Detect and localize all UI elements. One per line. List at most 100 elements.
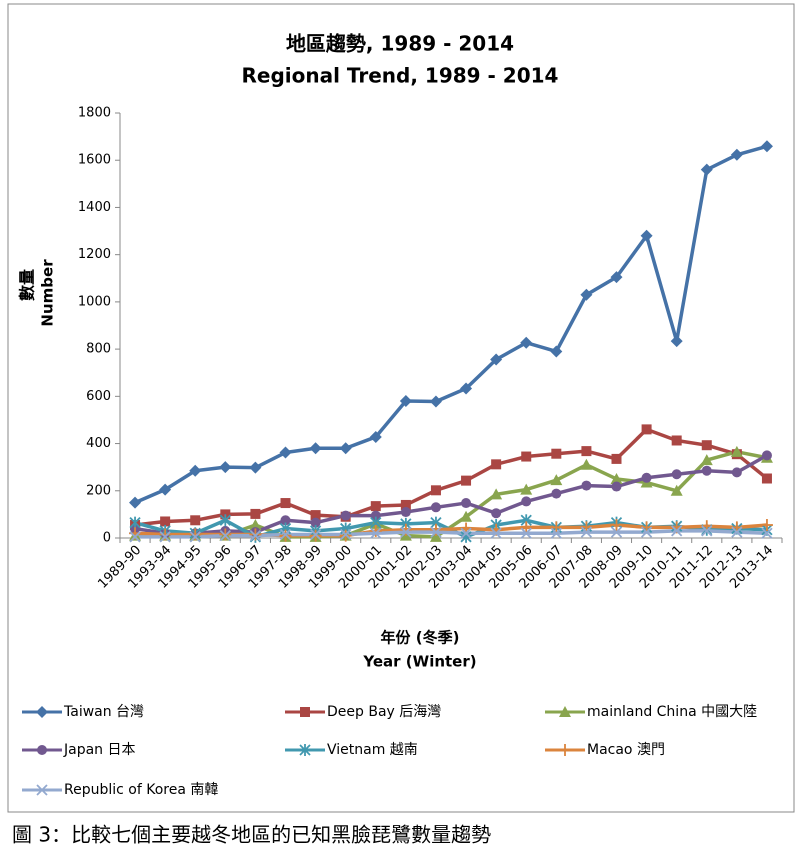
- marker: [701, 525, 713, 537]
- marker-shape: [159, 483, 172, 496]
- marker: [731, 467, 742, 478]
- marker: [219, 514, 231, 527]
- caption: 圖 3：比較七個主要越冬地區的已知黑臉琵鷺數量趨勢: [12, 823, 491, 847]
- marker-shape: [279, 446, 292, 459]
- marker-shape: [429, 395, 442, 408]
- marker: [300, 707, 310, 717]
- marker: [580, 288, 593, 301]
- marker: [520, 336, 533, 349]
- marker-shape: [460, 510, 473, 522]
- marker: [581, 480, 592, 491]
- marker: [491, 508, 502, 519]
- y-tick-label: 1600: [78, 153, 111, 168]
- marker-shape: [190, 515, 201, 526]
- series-line: [134, 144, 768, 505]
- marker-shape: [551, 448, 562, 459]
- marker: [370, 501, 381, 512]
- marker-shape: [550, 345, 563, 358]
- marker: [521, 496, 532, 507]
- marker-shape: [671, 435, 682, 446]
- marker: [399, 523, 412, 536]
- y-tick-label: 1800: [78, 106, 111, 121]
- marker-stroke: [640, 526, 653, 538]
- marker-shape: [520, 336, 533, 349]
- marker-shape: [309, 442, 322, 455]
- legend-label: mainland China 中國大陸: [587, 704, 757, 720]
- marker-shape: [460, 382, 473, 395]
- marker: [129, 496, 142, 509]
- marker-shape: [160, 516, 171, 527]
- marker-shape: [581, 480, 592, 491]
- marker-stroke: [129, 531, 141, 543]
- marker-stroke: [219, 530, 231, 542]
- legend-label: Taiwan 台灣: [63, 704, 144, 720]
- marker-shape: [670, 335, 683, 348]
- marker-stroke: [309, 528, 322, 541]
- marker-shape: [610, 271, 623, 284]
- marker: [611, 453, 622, 464]
- marker: [491, 459, 502, 470]
- marker: [460, 510, 473, 522]
- x-axis-title: 年份 (冬季): [381, 629, 460, 647]
- y-tick-label: 0: [103, 531, 111, 546]
- marker: [551, 488, 562, 499]
- marker: [760, 519, 773, 532]
- marker-stroke: [279, 528, 292, 541]
- marker-shape: [370, 510, 381, 521]
- marker-shape: [370, 501, 381, 512]
- chart-subtitle: Regional Trend, 1989 - 2014: [242, 64, 559, 88]
- marker: [580, 458, 593, 470]
- marker: [159, 483, 172, 496]
- marker-shape: [310, 510, 321, 521]
- marker: [429, 530, 442, 542]
- marker-shape: [429, 530, 442, 542]
- series-line: [135, 529, 768, 539]
- marker: [559, 706, 571, 717]
- marker: [159, 528, 172, 541]
- legend-label: Deep Bay 后海灣: [327, 704, 441, 720]
- marker: [400, 499, 411, 510]
- y-tick-label: 200: [86, 483, 111, 498]
- marker: [160, 516, 171, 527]
- marker-shape: [491, 508, 502, 519]
- marker: [219, 461, 232, 474]
- marker-shape: [369, 430, 382, 443]
- marker: [340, 528, 352, 541]
- marker-shape: [36, 706, 48, 718]
- y-tick-label: 600: [86, 389, 111, 404]
- marker: [159, 531, 171, 543]
- marker: [461, 475, 472, 486]
- chart-title: 地區趨勢, 1989 - 2014: [286, 32, 514, 56]
- marker-shape: [129, 496, 142, 509]
- marker-stroke: [36, 784, 48, 796]
- marker-shape: [580, 458, 593, 470]
- legend-label: Republic of Korea 南韓: [64, 782, 218, 798]
- marker-shape: [550, 474, 563, 486]
- marker: [340, 510, 351, 521]
- marker: [279, 528, 292, 541]
- marker-stroke: [701, 525, 713, 537]
- marker-shape: [611, 481, 622, 492]
- marker: [37, 745, 47, 755]
- marker: [520, 483, 533, 495]
- marker-shape: [461, 475, 472, 486]
- marker: [610, 526, 623, 538]
- marker-shape: [280, 498, 291, 509]
- marker: [460, 382, 473, 395]
- marker-stroke: [189, 531, 201, 543]
- marker-shape: [189, 464, 202, 477]
- marker-stroke: [370, 527, 382, 539]
- marker: [670, 484, 683, 496]
- marker-shape: [700, 454, 713, 466]
- marker-shape: [671, 469, 682, 480]
- marker-shape: [670, 484, 683, 496]
- marker-stroke: [731, 526, 743, 538]
- marker: [550, 474, 563, 486]
- marker: [551, 448, 562, 459]
- marker: [671, 469, 682, 480]
- marker-shape: [400, 507, 411, 518]
- marker-stroke: [550, 527, 562, 539]
- marker-stroke: [340, 528, 352, 541]
- marker: [429, 395, 442, 408]
- marker-stroke: [580, 526, 593, 538]
